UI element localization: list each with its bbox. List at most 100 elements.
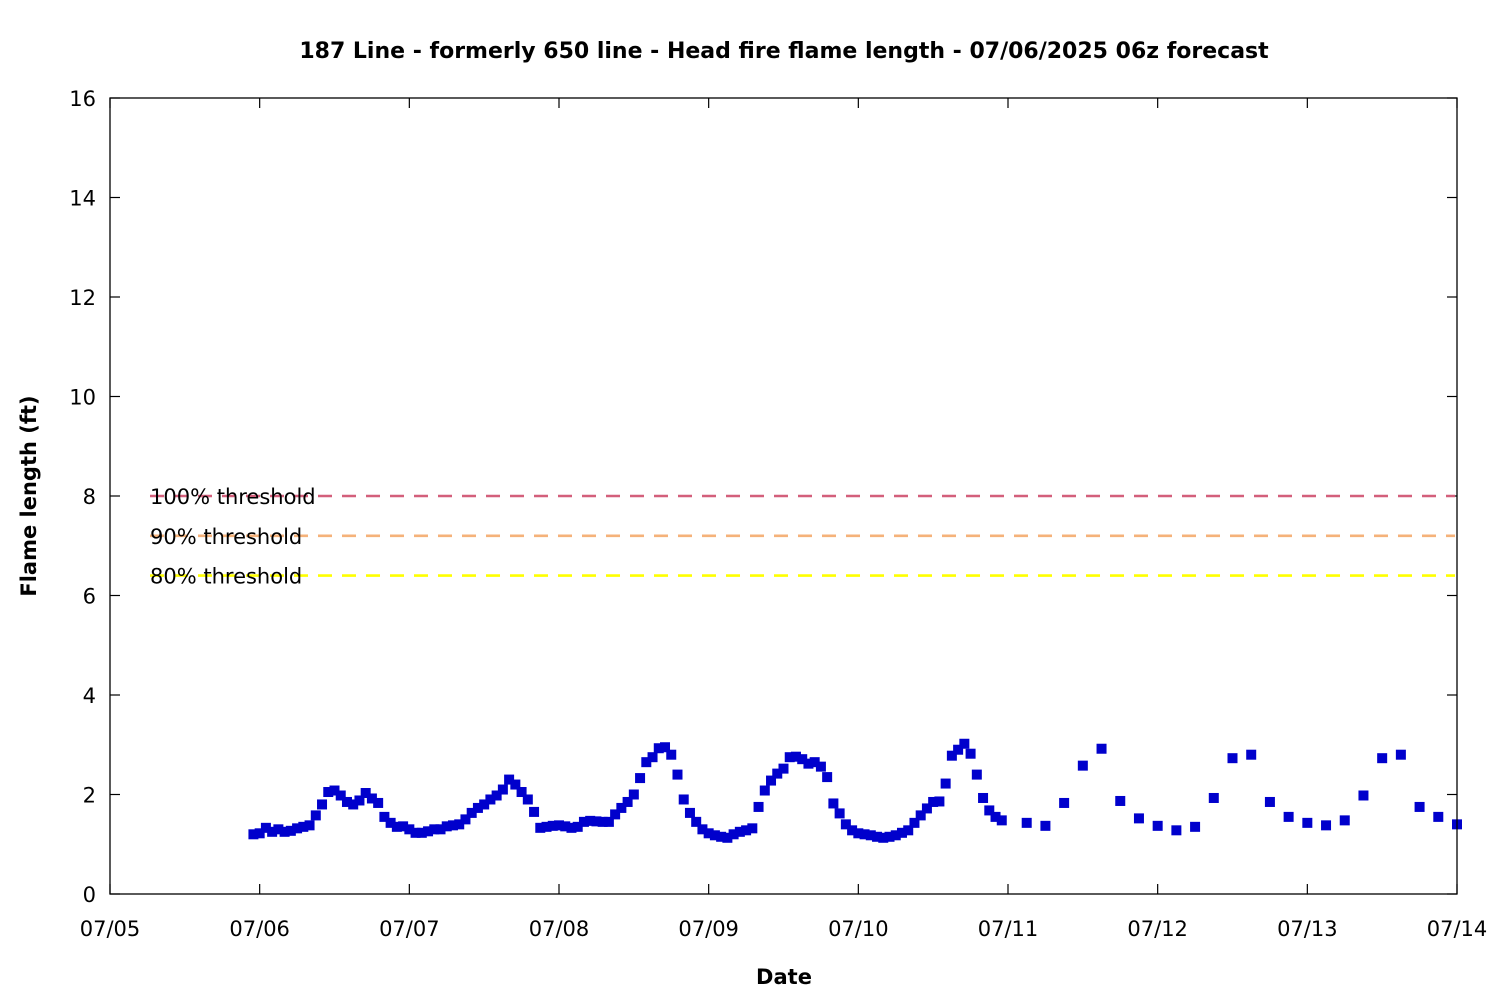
y-tick-label: 16 <box>69 87 96 111</box>
y-tick-label: 14 <box>69 187 96 211</box>
data-point <box>853 828 864 839</box>
data-point <box>878 832 889 843</box>
data-point <box>996 815 1007 826</box>
data-point <box>915 810 926 821</box>
data-point <box>341 796 352 807</box>
data-point <box>921 803 932 814</box>
x-tick-label: 07/06 <box>229 917 290 941</box>
data-point <box>472 802 483 813</box>
data-point <box>722 832 733 843</box>
data-point <box>391 821 402 832</box>
data-point <box>466 807 477 818</box>
data-point <box>603 816 614 827</box>
data-point <box>447 820 458 831</box>
data-point <box>903 825 914 836</box>
data-point <box>859 829 870 840</box>
y-tick-label: 6 <box>83 585 96 609</box>
data-point <box>335 790 346 801</box>
y-tick-label: 10 <box>69 386 96 410</box>
data-point <box>641 757 652 768</box>
data-point <box>273 824 284 835</box>
data-point <box>591 816 602 827</box>
data-point <box>822 772 833 783</box>
data-point <box>747 823 758 834</box>
data-point <box>323 787 334 798</box>
data-point <box>578 816 589 827</box>
x-tick-label: 07/05 <box>80 917 141 941</box>
y-tick-label: 12 <box>69 286 96 310</box>
data-point <box>1040 820 1051 831</box>
data-point <box>940 778 951 789</box>
data-point <box>1377 753 1388 764</box>
data-point <box>684 807 695 818</box>
threshold-label: 80% threshold <box>150 565 302 589</box>
data-point <box>971 769 982 780</box>
x-axis-label: Date <box>756 965 812 989</box>
data-point <box>1171 825 1182 836</box>
data-point <box>504 774 515 785</box>
y-axis-label: Flame length (ft) <box>17 395 41 596</box>
data-point <box>566 822 577 833</box>
x-tick-label: 07/07 <box>379 917 440 941</box>
data-point <box>304 820 315 831</box>
data-point <box>909 817 920 828</box>
data-point <box>1358 790 1369 801</box>
data-point <box>759 785 770 796</box>
data-point <box>1414 801 1425 812</box>
data-point <box>953 744 964 755</box>
data-point <box>660 742 671 753</box>
data-point <box>1283 811 1294 822</box>
data-point <box>1208 792 1219 803</box>
data-point <box>535 822 546 833</box>
data-point <box>847 825 858 836</box>
y-tick-label: 8 <box>83 485 96 509</box>
data-point <box>310 810 321 821</box>
data-point <box>934 796 945 807</box>
data-point <box>884 831 895 842</box>
data-point <box>373 797 384 808</box>
data-point <box>454 819 465 830</box>
data-point <box>354 795 365 806</box>
data-point <box>828 798 839 809</box>
data-point <box>896 827 907 838</box>
data-point <box>734 826 745 837</box>
data-point <box>965 748 976 759</box>
data-point <box>890 830 901 841</box>
data-point <box>946 750 957 761</box>
data-point <box>292 823 303 834</box>
data-point <box>653 743 664 754</box>
x-tick-label: 07/14 <box>1427 917 1488 941</box>
data-point <box>741 825 752 836</box>
data-point <box>772 768 783 779</box>
data-point <box>460 814 471 825</box>
data-point <box>429 824 440 835</box>
data-point <box>385 817 396 828</box>
data-point <box>360 788 371 799</box>
data-point <box>348 799 359 810</box>
data-point <box>728 829 739 840</box>
data-point <box>872 831 883 842</box>
data-point <box>753 801 764 812</box>
data-point <box>398 821 409 832</box>
data-point <box>597 816 608 827</box>
data-point <box>404 824 415 835</box>
data-point <box>279 826 290 837</box>
data-point <box>610 809 621 820</box>
data-point <box>410 827 421 838</box>
threshold-label: 100% threshold <box>150 485 316 509</box>
chart-title: 187 Line - formerly 650 line - Head fire… <box>299 39 1269 64</box>
data-point <box>678 794 689 805</box>
data-point <box>560 821 571 832</box>
data-point <box>959 738 970 749</box>
data-point <box>635 773 646 784</box>
data-point <box>978 792 989 803</box>
data-point <box>990 811 1001 822</box>
data-point <box>285 825 296 836</box>
x-tick-label: 07/12 <box>1127 917 1188 941</box>
data-point <box>984 805 995 816</box>
data-point <box>1115 795 1126 806</box>
data-point <box>766 775 777 786</box>
data-point <box>329 785 340 796</box>
data-point <box>1227 753 1238 764</box>
